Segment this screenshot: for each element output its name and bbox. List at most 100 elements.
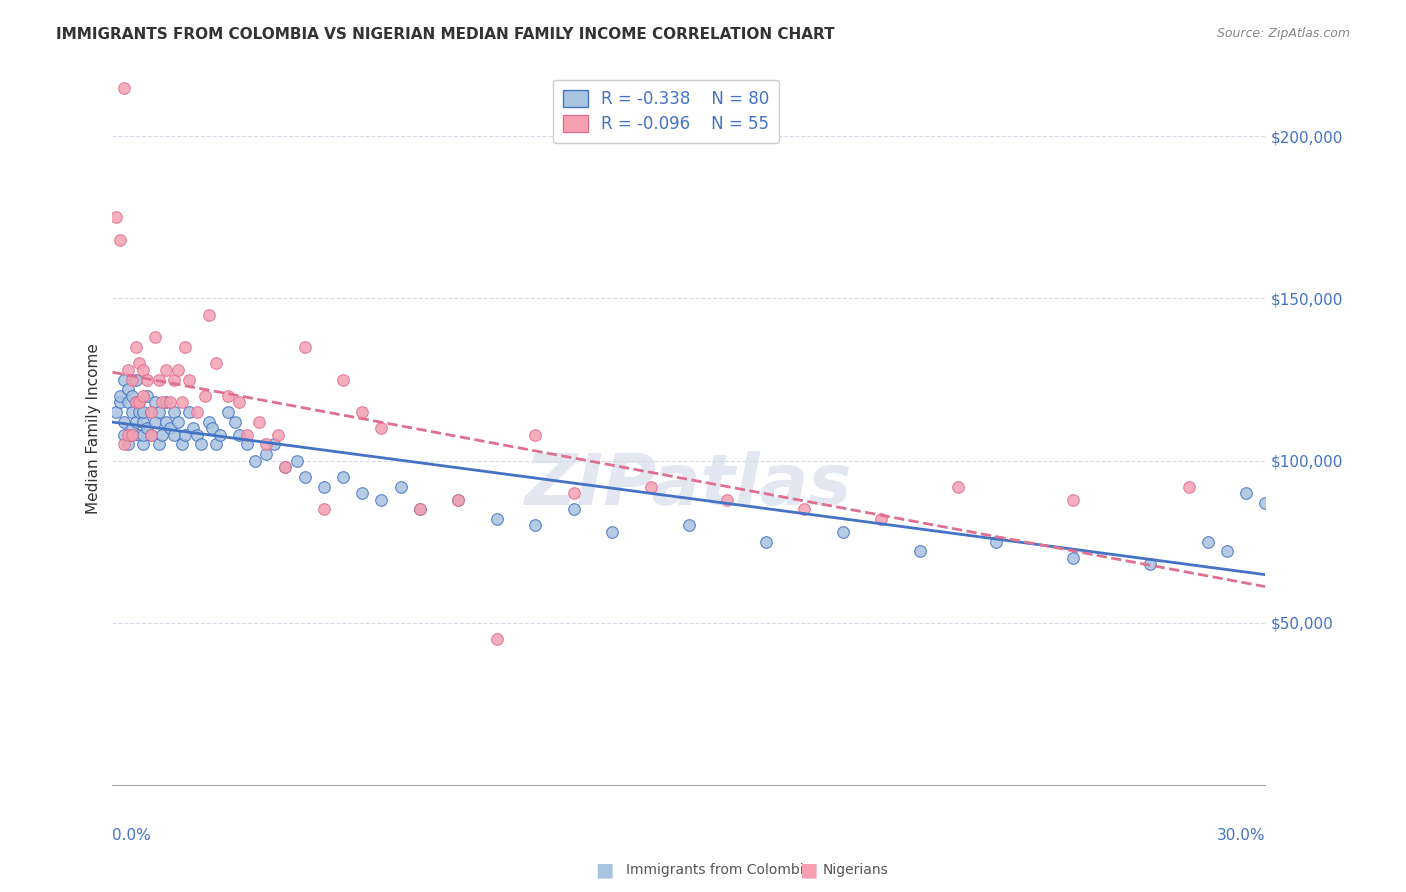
Point	[274, 460, 297, 475]
Point	[217, 405, 239, 419]
Point	[174, 340, 197, 354]
Point	[986, 534, 1008, 549]
Point	[1139, 558, 1161, 572]
Text: ZIPatlas: ZIPatlas	[526, 450, 852, 520]
Point	[155, 415, 177, 429]
Point	[224, 415, 246, 429]
Point	[152, 427, 174, 442]
Point	[263, 437, 285, 451]
Point	[112, 80, 135, 95]
Point	[524, 427, 547, 442]
Point	[132, 427, 155, 442]
Point	[370, 421, 392, 435]
Point	[112, 437, 135, 451]
Text: ■: ■	[799, 860, 818, 880]
Point	[136, 421, 159, 435]
Point	[332, 372, 354, 386]
Point	[352, 405, 374, 419]
Point	[312, 502, 335, 516]
Point	[128, 395, 150, 409]
Point	[1177, 479, 1199, 493]
Point	[600, 524, 623, 539]
Point	[294, 340, 316, 354]
Point	[447, 492, 470, 507]
Point	[128, 405, 150, 419]
Point	[124, 372, 146, 386]
Point	[163, 405, 186, 419]
Point	[136, 389, 159, 403]
Y-axis label: Median Family Income: Median Family Income	[86, 343, 101, 514]
Point	[166, 363, 188, 377]
Text: Nigerians: Nigerians	[823, 863, 889, 877]
Point	[332, 470, 354, 484]
Point	[640, 479, 662, 493]
Point	[132, 415, 155, 429]
Point	[209, 427, 232, 442]
Point	[117, 363, 139, 377]
Point	[152, 395, 174, 409]
Point	[139, 427, 162, 442]
Point	[139, 405, 162, 419]
Point	[186, 405, 208, 419]
Point	[197, 308, 219, 322]
Point	[236, 437, 259, 451]
Point	[179, 405, 201, 419]
Point	[163, 427, 186, 442]
Point	[352, 486, 374, 500]
Point	[136, 372, 159, 386]
Point	[139, 405, 162, 419]
Point	[148, 437, 170, 451]
Point	[159, 395, 181, 409]
Point	[132, 405, 155, 419]
Point	[793, 502, 815, 516]
Point	[124, 340, 146, 354]
Point	[186, 427, 208, 442]
Point	[389, 479, 412, 493]
Point	[128, 356, 150, 370]
Point	[1197, 534, 1219, 549]
Point	[170, 395, 193, 409]
Point	[124, 395, 146, 409]
Point	[112, 372, 135, 386]
Text: ■: ■	[595, 860, 614, 880]
Point	[143, 415, 166, 429]
Point	[190, 437, 212, 451]
Point	[112, 415, 135, 429]
Point	[132, 437, 155, 451]
Point	[121, 372, 143, 386]
Point	[143, 330, 166, 344]
Point	[124, 395, 146, 409]
Point	[121, 427, 143, 442]
Point	[159, 421, 181, 435]
Text: IMMIGRANTS FROM COLOMBIA VS NIGERIAN MEDIAN FAMILY INCOME CORRELATION CHART: IMMIGRANTS FROM COLOMBIA VS NIGERIAN MED…	[56, 27, 835, 42]
Point	[105, 211, 128, 225]
Point	[121, 427, 143, 442]
Point	[205, 437, 228, 451]
Text: 30.0%: 30.0%	[1218, 828, 1265, 843]
Point	[831, 524, 853, 539]
Point	[485, 632, 508, 646]
Point	[148, 372, 170, 386]
Point	[108, 395, 131, 409]
Point	[447, 492, 470, 507]
Point	[132, 389, 155, 403]
Point	[267, 427, 290, 442]
Point	[409, 502, 432, 516]
Point	[121, 421, 143, 435]
Point	[274, 460, 297, 475]
Point	[524, 518, 547, 533]
Point	[1216, 544, 1239, 558]
Point	[409, 502, 432, 516]
Point	[946, 479, 969, 493]
Point	[243, 453, 266, 467]
Point	[294, 470, 316, 484]
Point	[254, 447, 277, 461]
Point	[716, 492, 738, 507]
Point	[678, 518, 700, 533]
Point	[1234, 486, 1257, 500]
Point	[254, 437, 277, 451]
Point	[121, 389, 143, 403]
Text: Immigrants from Colombia: Immigrants from Colombia	[626, 863, 811, 877]
Point	[155, 363, 177, 377]
Point	[132, 363, 155, 377]
